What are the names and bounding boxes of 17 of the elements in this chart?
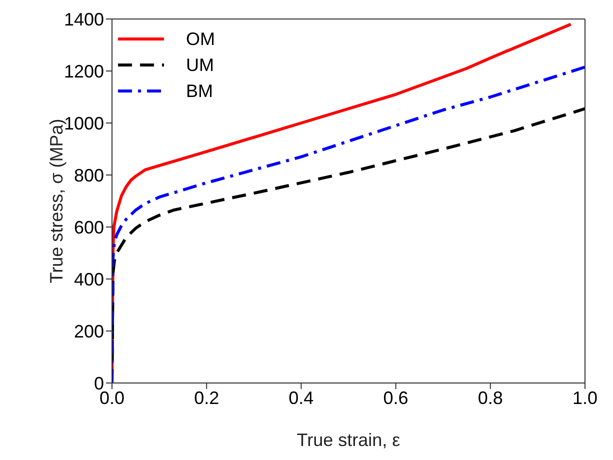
legend-label: BM (186, 80, 213, 102)
x-tick-label: 0.4 (288, 388, 314, 408)
y-tick-label: 200 (74, 321, 104, 342)
x-tick-label: 1.0 (572, 388, 598, 408)
y-tick-label: 800 (74, 165, 104, 186)
x-tick-label: 0.2 (194, 388, 220, 408)
legend-label: OM (186, 28, 215, 50)
legend-label: UM (186, 54, 214, 76)
y-tick-label: 1200 (64, 61, 104, 82)
x-axis-title: True strain, ε (296, 430, 400, 450)
x-tick-label: 0.6 (383, 388, 408, 408)
y-tick-label: 400 (74, 269, 104, 290)
x-tick-label: 0.8 (478, 388, 503, 408)
y-tick-label: 600 (74, 217, 104, 238)
y-tick-label: 1000 (64, 113, 104, 134)
y-axis-title: True stress, σ (MPa) (46, 118, 66, 284)
y-tick-label: 1400 (64, 9, 104, 30)
